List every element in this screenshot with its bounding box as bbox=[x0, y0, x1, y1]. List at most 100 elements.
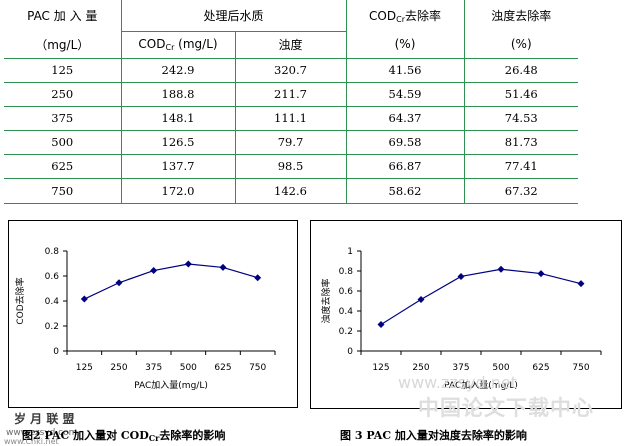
table-cell: 58.62 bbox=[345, 178, 465, 204]
x-tick-label: 250 bbox=[110, 363, 127, 373]
site-watermark-chinese: 中国论文下载中心 bbox=[418, 396, 594, 420]
x-tick-label: 375 bbox=[145, 363, 162, 373]
x-tick-label: 125 bbox=[372, 363, 389, 373]
table-cell: 375 bbox=[4, 106, 121, 131]
x-axis-title: PAC加入量(mg/L) bbox=[444, 380, 518, 391]
table-cell: 625 bbox=[4, 154, 121, 179]
table-header-row-1: PAC 加 入 量 处理后水质 CODCr去除率 浊度去除率 bbox=[4, 0, 579, 31]
logo-watermark: 岁 月 联 盟 bbox=[14, 412, 75, 426]
table-cell: 320.7 bbox=[234, 58, 347, 83]
table-cell: 54.59 bbox=[345, 82, 465, 107]
table-row: 500 126.5 79.7 69.58 81.73 bbox=[4, 130, 579, 155]
x-tick-label: 375 bbox=[452, 363, 469, 373]
y-tick-label: 0.6 bbox=[339, 287, 354, 297]
y-tick-label: 0.2 bbox=[45, 322, 59, 332]
cod-removal-chart: 0 0.2 0.4 0.6 0.8 125 250 375 500 625 750 PAC加入量(mg… bbox=[14, 247, 276, 391]
table-row: 250 188.8 211.7 54.59 51.46 bbox=[4, 82, 579, 107]
x-tick-label: 750 bbox=[249, 363, 266, 373]
table-cell: 137.7 bbox=[120, 154, 235, 179]
data-point bbox=[417, 296, 425, 304]
data-point bbox=[219, 263, 227, 271]
table-cell: 172.0 bbox=[120, 178, 235, 204]
data-point bbox=[254, 274, 262, 282]
turbidity-removal-header: 浊度去除率 bbox=[463, 0, 579, 31]
data-point bbox=[150, 267, 158, 275]
table-cell: 188.8 bbox=[120, 82, 235, 107]
table-cell: 41.56 bbox=[345, 58, 465, 83]
table-cell: 500 bbox=[4, 130, 121, 155]
turbidity-header: 浊度 bbox=[234, 30, 347, 59]
treated-water-header: 处理后水质 bbox=[120, 0, 347, 31]
y-tick-label: 0.4 bbox=[339, 307, 354, 317]
turbidity-removal-chart: 0 0.2 0.4 0.6 0.8 1 125 250 375 500 625 750 PAC加入量(m… bbox=[320, 247, 602, 391]
x-axis-title: PAC加入量(mg/L) bbox=[134, 380, 208, 391]
table-cell: 64.37 bbox=[345, 106, 465, 131]
table-cell: 750 bbox=[4, 178, 121, 204]
table-cell: 142.6 bbox=[234, 178, 347, 204]
y-axis-title: 浊度去除率 bbox=[320, 278, 332, 323]
table-cell: 242.9 bbox=[120, 58, 235, 83]
data-point bbox=[577, 280, 585, 288]
data-point bbox=[457, 272, 465, 280]
series-line bbox=[84, 263, 258, 300]
data-point bbox=[497, 265, 505, 273]
table-cell: 250 bbox=[4, 82, 121, 107]
data-point bbox=[115, 279, 123, 287]
table-cell: 77.41 bbox=[463, 154, 579, 179]
cod-removal-chart-frame: 0 0.2 0.4 0.6 0.8 125 250 375 500 625 750 PAC加入量(mg… bbox=[8, 220, 298, 408]
table-cell: 111.1 bbox=[234, 106, 347, 131]
bottom-url-watermark: www.Cnki.net bbox=[4, 437, 59, 446]
x-tick-label: 625 bbox=[532, 363, 549, 373]
x-tick-label: 750 bbox=[572, 363, 589, 373]
table-cell: 148.1 bbox=[120, 106, 235, 131]
y-tick-label: 1 bbox=[347, 247, 353, 257]
cod-removal-header: CODCr去除率 bbox=[345, 0, 465, 31]
pac-dose-unit: （mg/L） bbox=[4, 31, 121, 59]
x-tick-label: 625 bbox=[214, 363, 231, 373]
table-cell: 81.73 bbox=[463, 130, 579, 155]
table-cell: 125 bbox=[4, 58, 121, 83]
x-tick-label: 500 bbox=[492, 363, 509, 373]
turbidity-removal-unit: (%) bbox=[463, 31, 579, 59]
data-table: PAC 加 入 量 处理后水质 CODCr去除率 浊度去除率 （mg/L） CO… bbox=[4, 0, 579, 204]
table-cell: 67.32 bbox=[463, 178, 579, 204]
y-tick-label: 0.2 bbox=[339, 327, 353, 337]
y-tick-label: 0.6 bbox=[45, 272, 60, 282]
x-tick-label: 250 bbox=[412, 363, 429, 373]
cod-header: CODCr (mg/L) bbox=[120, 30, 235, 59]
pac-dose-header: PAC 加 入 量 bbox=[27, 9, 98, 23]
data-point bbox=[80, 295, 88, 303]
table-cell: 211.7 bbox=[234, 82, 347, 107]
table-row: 375 148.1 111.1 64.37 74.53 bbox=[4, 106, 579, 131]
data-point bbox=[537, 270, 545, 278]
y-tick-label: 0.8 bbox=[339, 267, 354, 277]
y-tick-label: 0 bbox=[347, 347, 353, 357]
y-axis-title: COD去除率 bbox=[14, 277, 26, 324]
cod-removal-unit: (%) bbox=[345, 31, 465, 59]
site-watermark: www.zzsyd.net bbox=[398, 373, 517, 392]
table-row: 625 137.7 98.5 66.87 77.41 bbox=[4, 154, 579, 179]
table-row: 750 172.0 142.6 58.62 67.32 bbox=[4, 178, 579, 204]
series-line bbox=[380, 268, 582, 326]
data-point bbox=[377, 321, 385, 329]
table-cell: 51.46 bbox=[463, 82, 579, 107]
turbidity-removal-chart-frame: 0 0.2 0.4 0.6 0.8 1 125 250 375 500 625 750 PAC加入量(m… bbox=[310, 220, 622, 409]
table-cell: 66.87 bbox=[345, 154, 465, 179]
table-cell: 26.48 bbox=[463, 58, 579, 83]
figure-3-caption: 图 3 PAC 加入量对浊度去除率的影响 bbox=[340, 429, 527, 442]
table-row: 125 242.9 320.7 41.56 26.48 bbox=[4, 58, 579, 83]
x-tick-label: 125 bbox=[76, 363, 93, 373]
table-cell: 98.5 bbox=[234, 154, 347, 179]
x-tick-label: 500 bbox=[180, 363, 197, 373]
table-cell: 74.53 bbox=[463, 106, 579, 131]
table-header-row-2: （mg/L） CODCr (mg/L) 浊度 (%) (%) bbox=[4, 30, 579, 59]
logo-url-watermark: www.zzsyd.com bbox=[6, 428, 78, 438]
y-tick-label: 0.8 bbox=[45, 247, 60, 257]
table-cell: 79.7 bbox=[234, 130, 347, 155]
figure-2-caption: 图2 PAC 加入量对 CODCr去除率的影响 bbox=[22, 429, 226, 443]
y-tick-label: 0.4 bbox=[45, 297, 60, 307]
table-cell: 69.58 bbox=[345, 130, 465, 155]
y-tick-label: 0 bbox=[53, 347, 59, 357]
data-point bbox=[184, 260, 192, 268]
table-cell: 126.5 bbox=[120, 130, 235, 155]
